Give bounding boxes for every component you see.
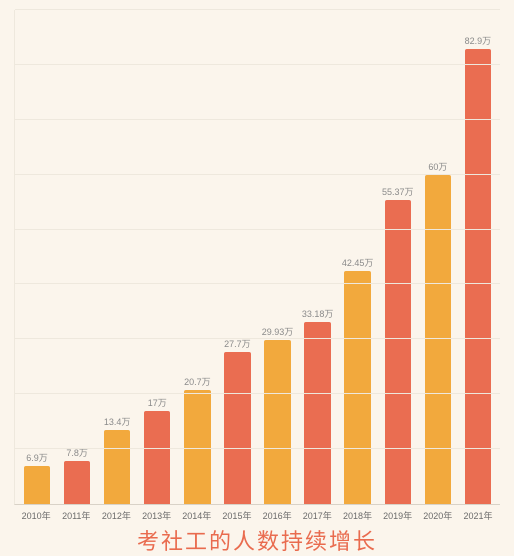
bar-wrap: 82.9万 bbox=[458, 10, 498, 504]
x-tick-label: 2016年 bbox=[257, 505, 297, 522]
bar-wrap: 42.45万 bbox=[338, 10, 378, 504]
grid-line bbox=[15, 119, 500, 120]
bar bbox=[465, 49, 491, 504]
x-tick-label: 2015年 bbox=[217, 505, 257, 522]
grid-line bbox=[15, 229, 500, 230]
bar-wrap: 55.37万 bbox=[378, 10, 418, 504]
x-axis: 2010年2011年2012年2013年2014年2015年2016年2017年… bbox=[14, 505, 500, 522]
bar-value-label: 60万 bbox=[428, 160, 447, 173]
x-tick-label: 2020年 bbox=[418, 505, 458, 522]
bar-value-label: 55.37万 bbox=[382, 185, 414, 198]
grid-line bbox=[15, 174, 500, 175]
bar bbox=[344, 271, 370, 504]
grid-line bbox=[15, 9, 500, 10]
x-tick-label: 2012年 bbox=[96, 505, 136, 522]
bar-value-label: 29.93万 bbox=[262, 325, 294, 338]
chart-caption: 考社工的人数持续增长 bbox=[14, 524, 500, 556]
bar-wrap: 60万 bbox=[418, 10, 458, 504]
grid-line bbox=[15, 393, 500, 394]
bar-value-label: 17万 bbox=[148, 396, 167, 409]
bar bbox=[304, 322, 330, 504]
bars-group: 6.9万 7.8万 13.4万 17万 20.7万 27.7万 29.93万 33.18万 42… bbox=[15, 10, 500, 504]
grid-line bbox=[15, 338, 500, 339]
bar-wrap: 20.7万 bbox=[177, 10, 217, 504]
x-tick-label: 2017年 bbox=[297, 505, 337, 522]
bar-value-label: 42.45万 bbox=[342, 256, 374, 269]
bar-wrap: 6.9万 bbox=[17, 10, 57, 504]
x-tick-label: 2019年 bbox=[378, 505, 418, 522]
bar bbox=[264, 340, 290, 504]
bar-wrap: 33.18万 bbox=[298, 10, 338, 504]
x-tick-label: 2018年 bbox=[337, 505, 377, 522]
bar bbox=[64, 461, 90, 504]
bar-wrap: 27.7万 bbox=[217, 10, 257, 504]
bar-value-label: 6.9万 bbox=[26, 451, 48, 464]
bar-value-label: 13.4万 bbox=[104, 415, 131, 428]
bar-wrap: 7.8万 bbox=[57, 10, 97, 504]
x-tick-label: 2013年 bbox=[137, 505, 177, 522]
x-tick-label: 2010年 bbox=[16, 505, 56, 522]
bar bbox=[224, 352, 250, 504]
chart-container: 6.9万 7.8万 13.4万 17万 20.7万 27.7万 29.93万 33.18万 42… bbox=[0, 0, 514, 551]
bar bbox=[104, 430, 130, 504]
bar-value-label: 33.18万 bbox=[302, 307, 334, 320]
bar bbox=[24, 466, 50, 504]
x-tick-label: 2021年 bbox=[458, 505, 498, 522]
bar bbox=[385, 200, 411, 504]
bar-wrap: 17万 bbox=[137, 10, 177, 504]
bar-value-label: 82.9万 bbox=[465, 34, 492, 47]
grid-line bbox=[15, 64, 500, 65]
x-tick-label: 2011年 bbox=[56, 505, 96, 522]
bar bbox=[144, 411, 170, 504]
plot-area: 6.9万 7.8万 13.4万 17万 20.7万 27.7万 29.93万 33.18万 42… bbox=[14, 10, 500, 505]
grid-line bbox=[15, 448, 500, 449]
bar-value-label: 20.7万 bbox=[184, 375, 211, 388]
bar-wrap: 13.4万 bbox=[97, 10, 137, 504]
bar-wrap: 29.93万 bbox=[257, 10, 297, 504]
grid-line bbox=[15, 283, 500, 284]
x-tick-label: 2014年 bbox=[177, 505, 217, 522]
